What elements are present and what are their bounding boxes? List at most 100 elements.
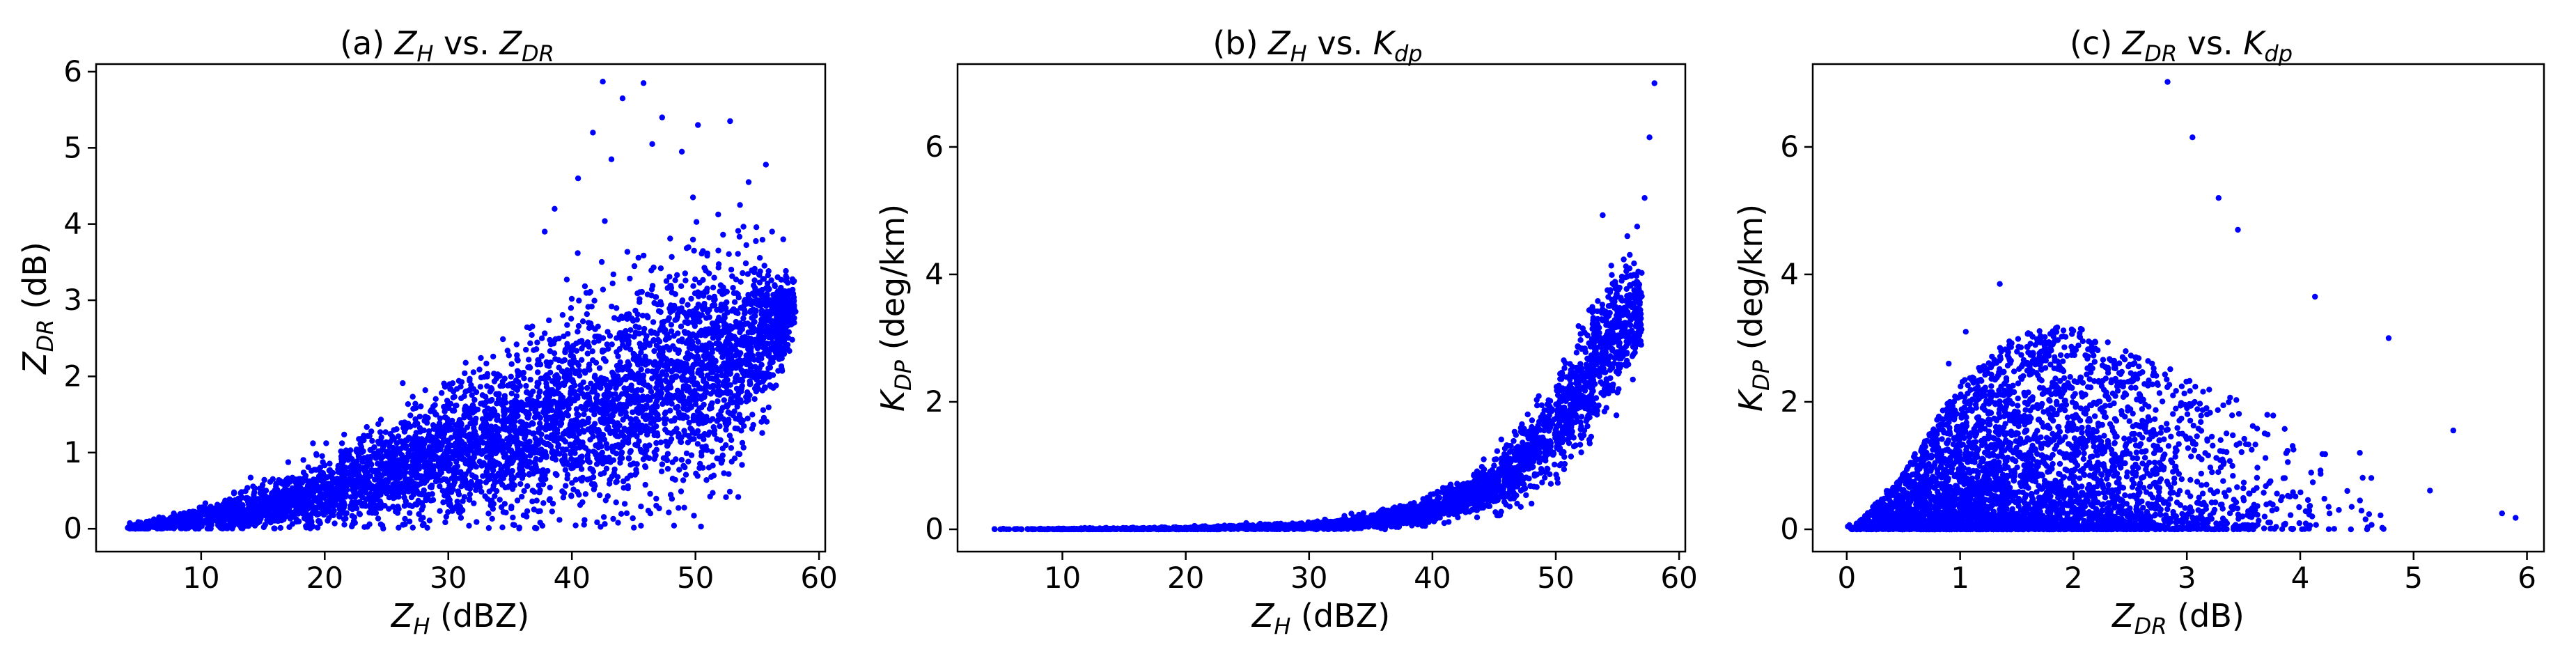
data-point <box>704 250 710 256</box>
data-point <box>669 254 675 260</box>
data-point <box>678 439 685 446</box>
data-point <box>593 359 600 366</box>
data-point <box>592 483 598 489</box>
data-point <box>538 451 544 457</box>
data-point <box>287 515 294 522</box>
data-point <box>538 424 544 430</box>
data-point <box>443 513 449 520</box>
data-point <box>708 342 715 348</box>
data-point <box>753 238 759 244</box>
data-point <box>679 298 685 305</box>
data-point <box>551 426 558 433</box>
data-point <box>552 336 559 343</box>
data-point <box>734 426 741 432</box>
data-point <box>458 395 465 401</box>
data-point <box>450 455 456 462</box>
data-point <box>421 418 428 424</box>
data-point <box>791 278 797 284</box>
data-point <box>547 484 553 491</box>
data-point <box>716 314 722 320</box>
data-point <box>739 334 746 341</box>
data-point <box>494 400 500 407</box>
data-point <box>584 311 590 318</box>
data-point <box>441 437 447 444</box>
data-point <box>305 464 311 470</box>
data-point <box>587 288 593 295</box>
data-point <box>470 369 477 375</box>
data-point <box>494 435 501 441</box>
data-point <box>673 405 679 411</box>
data-point <box>534 339 540 345</box>
data-point <box>338 491 344 497</box>
data-point <box>711 274 717 281</box>
data-point <box>594 333 600 340</box>
data-point <box>709 449 715 455</box>
data-point <box>715 211 721 218</box>
data-point <box>442 414 448 421</box>
data-point <box>527 340 533 346</box>
data-point <box>570 433 577 439</box>
data-point <box>627 462 634 468</box>
data-point <box>696 313 703 320</box>
data-point <box>156 514 162 520</box>
data-point <box>692 290 698 297</box>
data-point <box>179 522 185 528</box>
data-point <box>477 384 484 390</box>
data-point <box>603 465 610 472</box>
data-point <box>653 495 659 502</box>
data-point <box>674 387 681 394</box>
data-point <box>721 397 728 403</box>
data-point <box>361 433 367 439</box>
data-point <box>418 403 424 410</box>
data-point <box>257 513 263 520</box>
data-point <box>710 284 717 290</box>
data-point <box>217 522 223 529</box>
data-point <box>529 498 536 505</box>
data-point <box>586 325 593 332</box>
data-point <box>710 369 716 375</box>
data-point <box>575 489 581 495</box>
data-point <box>626 333 632 339</box>
data-point <box>546 401 552 407</box>
data-point <box>432 396 439 402</box>
data-point <box>572 522 579 529</box>
data-point <box>514 431 520 438</box>
data-point <box>641 325 648 332</box>
data-point <box>653 392 659 398</box>
data-point <box>513 386 519 392</box>
data-point <box>736 352 742 358</box>
data-point <box>785 335 792 341</box>
data-point <box>772 302 779 308</box>
data-point <box>341 522 348 528</box>
data-point <box>609 341 615 348</box>
data-point <box>664 384 671 391</box>
data-point <box>405 453 412 460</box>
data-point <box>637 296 643 302</box>
data-point <box>586 459 593 465</box>
data-point <box>614 305 620 311</box>
data-point <box>256 508 263 515</box>
data-point <box>728 325 735 332</box>
data-point <box>742 310 748 316</box>
data-point <box>703 477 710 483</box>
data-point <box>546 317 552 324</box>
data-point <box>244 517 250 523</box>
data-point <box>507 433 513 439</box>
data-point <box>283 504 290 511</box>
data-point <box>483 360 490 367</box>
data-point <box>463 449 469 456</box>
data-point <box>478 355 484 361</box>
data-point <box>461 494 468 500</box>
data-point <box>609 412 615 419</box>
data-point <box>654 413 661 419</box>
data-point <box>497 373 503 379</box>
data-point <box>478 488 485 495</box>
data-point <box>619 338 625 344</box>
data-point <box>586 449 592 455</box>
data-point <box>638 522 644 529</box>
data-point <box>537 401 544 407</box>
data-point <box>568 305 575 311</box>
data-point <box>349 456 355 462</box>
data-point <box>517 481 524 488</box>
